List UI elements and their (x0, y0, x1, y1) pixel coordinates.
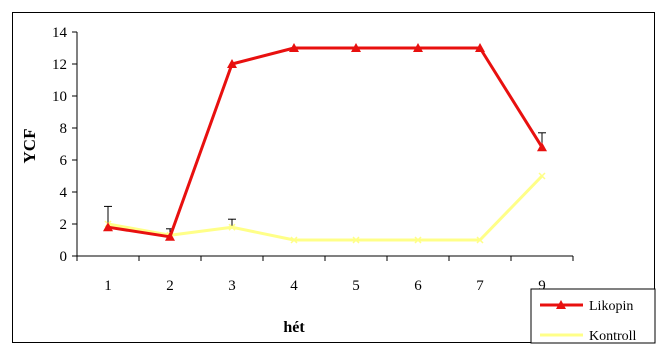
data-point-marker (476, 236, 484, 244)
y-tick-label: 8 (60, 121, 68, 137)
x-tick-label: 9 (538, 278, 546, 294)
y-tick-label: 10 (52, 89, 67, 105)
data-point-kontroll (290, 236, 298, 244)
data-point-likopin (537, 142, 547, 152)
x-tick-label: 2 (166, 278, 174, 294)
data-point-marker (228, 223, 236, 231)
data-point-likopin (227, 59, 237, 68)
y-tick-label: 12 (52, 57, 67, 73)
data-point-kontroll (228, 223, 236, 231)
legend-label-likopin: Likopin (589, 299, 633, 314)
data-point-likopin (351, 43, 361, 52)
data-point-kontroll (476, 236, 484, 244)
y-axis-title: YCF (20, 129, 39, 164)
data-point-kontroll (538, 172, 546, 180)
data-point-marker (352, 236, 360, 244)
y-axis-ticks: 0 2 4 6 8 10 12 14 (52, 25, 77, 265)
data-point-likopin (103, 222, 113, 232)
x-tick-label: 7 (476, 278, 484, 294)
x-tick-label: 3 (228, 278, 236, 294)
data-point-likopin (289, 43, 299, 52)
data-point-likopin (475, 43, 485, 52)
legend-label-kontroll: Kontroll (589, 329, 637, 344)
series-kontroll (104, 172, 546, 244)
y-tick-label: 0 (60, 249, 68, 265)
data-point-likopin (413, 43, 423, 52)
x-tick-label: 5 (352, 278, 360, 294)
y-tick-label: 2 (60, 217, 68, 233)
x-axis-ticks: 1 2 3 4 5 6 7 9 (76, 256, 574, 294)
x-tick-label: 6 (414, 278, 422, 294)
series-likopin (103, 43, 547, 241)
chart-frame (12, 12, 655, 343)
y-tick-label: 4 (60, 185, 68, 201)
legend-marker-likopin (556, 300, 566, 309)
data-point-marker (290, 236, 298, 244)
plot-content (76, 32, 573, 257)
x-axis-title: hét (283, 319, 305, 336)
x-tick-label: 1 (104, 278, 112, 294)
x-tick-label: 4 (290, 278, 298, 294)
legend: Likopin Kontroll (530, 288, 656, 344)
data-point-kontroll (352, 236, 360, 244)
series-line-kontroll (107, 174, 544, 242)
series-line-likopin (107, 46, 544, 239)
data-point-marker (414, 236, 422, 244)
y-tick-label: 6 (60, 153, 68, 169)
data-point-marker (538, 172, 546, 180)
y-tick-label: 14 (52, 25, 68, 41)
data-point-likopin (165, 231, 175, 241)
data-point-kontroll (414, 236, 422, 244)
